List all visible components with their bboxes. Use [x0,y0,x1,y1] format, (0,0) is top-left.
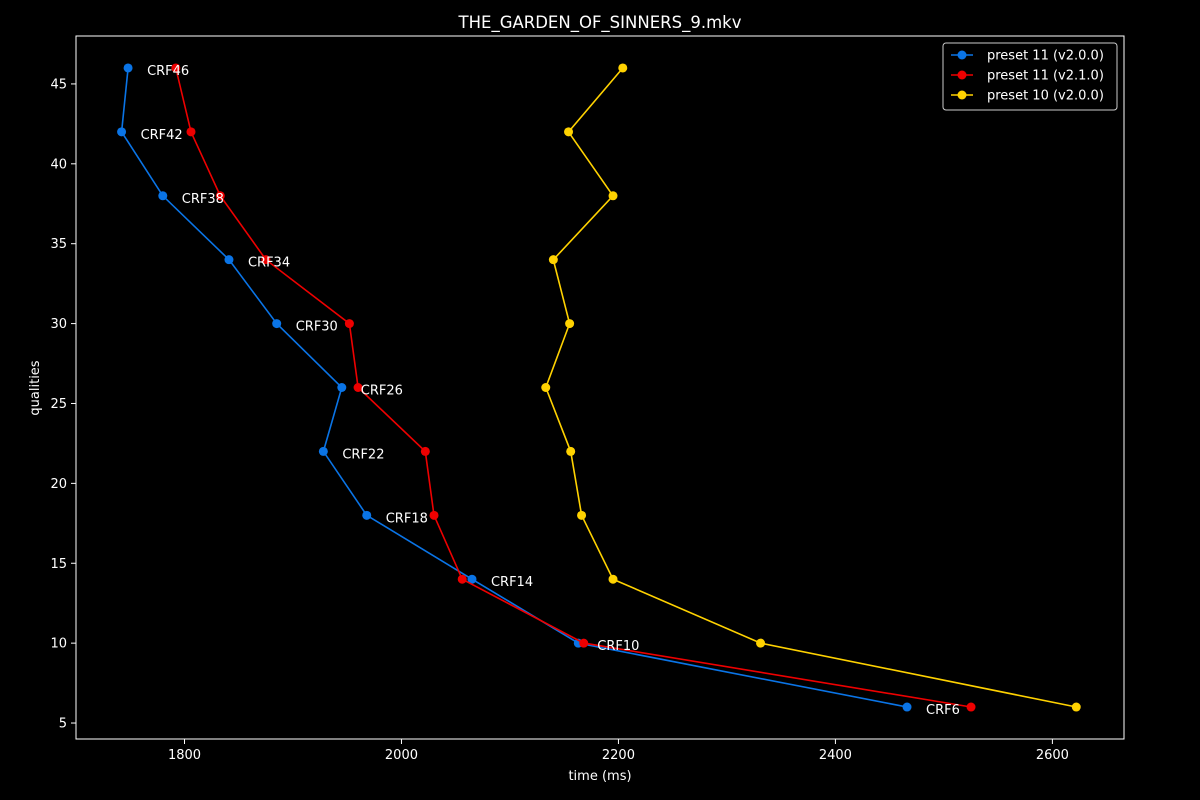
data-point [337,383,347,392]
series-1 [117,63,912,712]
y-tick-label: 45 [50,77,67,92]
y-axis-label: qualities [28,360,43,415]
series-line [175,67,972,708]
data-point [548,255,558,265]
data-point [215,191,225,201]
legend-marker [957,50,967,60]
data-point [224,255,234,265]
crf-annotation: CRF34 [248,256,290,271]
legend: preset 11 (v2.0.0) preset 11 (v2.1.0) pres… [942,42,1118,111]
data-point [344,319,354,329]
series-layer [117,63,1081,712]
data-point [117,127,127,137]
data-point [261,255,271,265]
crf-annotation: CRF46 [147,64,189,79]
plot-frame [75,35,1125,740]
series-line [120,67,908,708]
crf-annotation: CRF14 [491,575,533,590]
data-point [457,574,467,584]
crf-annotation: CRF6 [926,703,960,718]
data-point [564,127,574,137]
data-point [608,191,618,201]
data-point [420,446,430,456]
crf-annotation: CRF26 [361,384,403,399]
legend-entry: preset 11 (v2.1.0) [951,69,1104,84]
data-point [429,510,439,520]
series-line [544,67,1077,708]
series-2 [171,63,976,712]
data-point [566,446,576,456]
y-tick-label: 30 [50,317,67,332]
crf-annotation: CRF10 [597,639,639,654]
data-point [362,510,372,520]
y-tick-label: 15 [50,557,67,572]
annotations-layer: CRF46 CRF42 CRF38 CRF34 CRF30 CRF26 CRF22 CRF18… [141,64,960,718]
legend-marker [957,70,967,80]
x-tick-label: 2000 [385,748,418,763]
data-point [902,702,912,712]
legend-box [942,42,1118,111]
legend-entry: preset 11 (v2.0.0) [951,49,1104,64]
data-point [577,510,587,520]
data-point [353,383,363,392]
data-point [318,446,328,456]
y-tick-label: 40 [50,157,67,172]
series-3 [541,63,1081,712]
x-tick-label: 2200 [602,748,635,763]
y-tick-label: 20 [50,477,67,492]
crf-annotation: CRF18 [386,511,428,526]
x-tick-label: 2600 [1036,748,1069,763]
crf-annotation: CRF38 [182,192,224,207]
data-point [272,319,282,329]
x-tick-label: 2400 [819,748,852,763]
data-point [186,127,196,137]
data-point [966,702,976,712]
crf-annotation: CRF42 [141,128,183,143]
data-point [123,63,133,73]
axes-layer: 1800 2000 2200 2400 2600 5 10 15 20 25 30 35 40 45 [50,35,1125,763]
x-axis-label: time (ms) [568,769,631,784]
data-point [171,63,181,73]
y-tick-label: 25 [50,397,67,412]
data-point [618,63,628,73]
data-point [608,574,618,584]
legend-label: preset 11 (v2.1.0) [987,69,1104,84]
data-point [158,191,168,201]
data-point [541,383,551,392]
crf-annotation: CRF22 [342,447,384,462]
crf-annotation: CRF30 [296,320,338,335]
y-tick-label: 35 [50,237,67,252]
data-point [565,319,575,329]
legend-label: preset 11 (v2.0.0) [987,49,1104,64]
x-tick-label: 1800 [168,748,201,763]
legend-label: preset 10 (v2.0.0) [987,89,1104,104]
y-tick-label: 10 [50,637,67,652]
legend-marker [957,90,967,100]
data-point [756,638,766,648]
chart-title: THE_GARDEN_OF_SINNERS_9.mkv [458,13,742,33]
y-tick-label: 5 [59,717,67,732]
legend-entry: preset 10 (v2.0.0) [951,89,1104,104]
data-point [467,574,477,584]
data-point [579,638,589,648]
data-point [1071,702,1081,712]
